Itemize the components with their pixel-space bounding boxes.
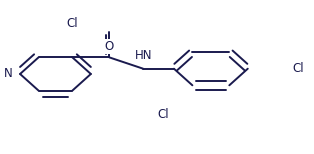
- Text: N: N: [4, 67, 12, 81]
- Text: HN: HN: [134, 49, 152, 62]
- Text: Cl: Cl: [67, 17, 78, 30]
- Text: Cl: Cl: [292, 62, 304, 75]
- Text: O: O: [105, 40, 114, 53]
- Text: Cl: Cl: [158, 108, 169, 121]
